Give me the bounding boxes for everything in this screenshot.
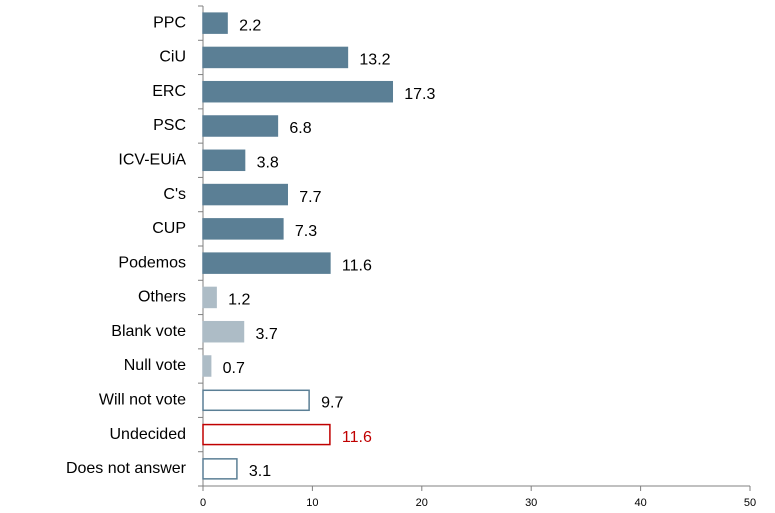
bar xyxy=(202,389,310,412)
bar xyxy=(202,423,331,446)
data-label: 9.7 xyxy=(321,395,343,412)
x-tick-label: 10 xyxy=(306,497,318,509)
y-tick-label: CUP xyxy=(152,220,186,237)
data-label: 17.3 xyxy=(404,86,435,103)
y-tick-label: Null vote xyxy=(124,357,186,374)
data-label: 13.2 xyxy=(359,52,390,69)
y-tick-label: PSC xyxy=(153,117,186,134)
y-tick-label: ICV-EUiA xyxy=(118,152,186,169)
data-label: 3.8 xyxy=(257,155,279,172)
bar xyxy=(202,115,279,137)
data-label: 11.6 xyxy=(342,429,372,446)
data-label: 3.1 xyxy=(249,463,271,480)
bar xyxy=(202,149,246,172)
y-tick-label: Undecided xyxy=(110,426,187,443)
x-tick-label: 50 xyxy=(744,497,756,509)
bar xyxy=(202,355,212,377)
data-label: 7.3 xyxy=(295,223,317,240)
bar xyxy=(202,252,331,274)
y-tick-label: PPC xyxy=(153,14,186,31)
x-tick-label: 30 xyxy=(525,497,537,509)
bar xyxy=(202,320,245,343)
data-label: 6.8 xyxy=(289,120,311,137)
data-label: 7.7 xyxy=(299,189,321,206)
y-tick-label: Podemos xyxy=(118,254,186,271)
bar xyxy=(202,458,238,480)
x-tick-label: 20 xyxy=(416,497,428,509)
bar xyxy=(202,218,284,240)
bar xyxy=(202,80,394,103)
y-tick-label: CiU xyxy=(159,49,186,66)
x-tick-label: 0 xyxy=(200,497,206,509)
data-label: 2.2 xyxy=(239,17,261,34)
y-tick-label: Others xyxy=(138,289,186,306)
bar xyxy=(202,286,217,309)
bar xyxy=(202,12,228,34)
y-tick-label: Blank vote xyxy=(111,323,186,340)
data-label: 0.7 xyxy=(223,360,245,377)
data-label: 3.7 xyxy=(255,326,277,343)
data-label: 11.6 xyxy=(342,257,372,274)
y-tick-label: Does not answer xyxy=(66,460,187,477)
y-tick-label: Will not vote xyxy=(99,392,186,409)
y-tick-label: C's xyxy=(163,186,186,203)
y-tick-label: ERC xyxy=(152,83,186,100)
data-label: 1.2 xyxy=(228,292,250,309)
x-tick-label: 40 xyxy=(634,497,646,509)
bar xyxy=(202,46,349,69)
bar xyxy=(202,183,288,206)
